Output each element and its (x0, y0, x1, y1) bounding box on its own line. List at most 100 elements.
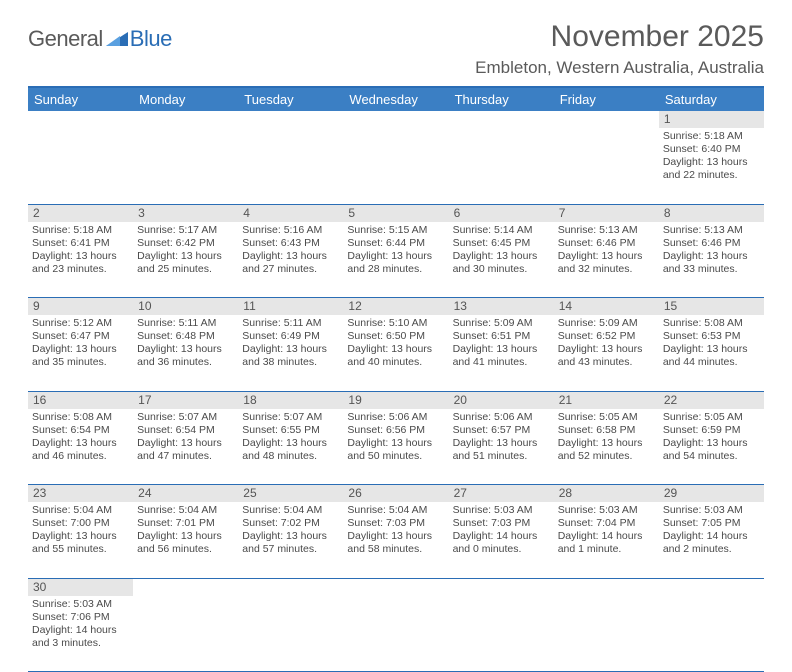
sunrise-line: Sunrise: 5:07 AM (242, 411, 339, 424)
daylight-line: Daylight: 13 hours (558, 250, 655, 263)
sunset-line: Sunset: 7:04 PM (558, 517, 655, 530)
day-number-cell: 8 (659, 204, 764, 222)
daylight-line: and 36 minutes. (137, 356, 234, 369)
day-number-cell (238, 578, 343, 596)
sunset-line: Sunset: 6:50 PM (347, 330, 444, 343)
day-number-cell: 7 (554, 204, 659, 222)
day-number-cell: 25 (238, 485, 343, 503)
day-cell: Sunrise: 5:08 AMSunset: 6:53 PMDaylight:… (659, 315, 764, 391)
sunrise-line: Sunrise: 5:09 AM (558, 317, 655, 330)
day-cell (659, 596, 764, 672)
day-cell: Sunrise: 5:11 AMSunset: 6:49 PMDaylight:… (238, 315, 343, 391)
sunrise-line: Sunrise: 5:16 AM (242, 224, 339, 237)
day-cell (449, 596, 554, 672)
daylight-line: Daylight: 13 hours (453, 343, 550, 356)
day-cell: Sunrise: 5:05 AMSunset: 6:59 PMDaylight:… (659, 409, 764, 485)
sunrise-line: Sunrise: 5:18 AM (663, 130, 760, 143)
sunset-line: Sunset: 6:58 PM (558, 424, 655, 437)
day-number-cell (133, 578, 238, 596)
title-block: November 2025 Embleton, Western Australi… (475, 20, 764, 78)
sunset-line: Sunset: 6:55 PM (242, 424, 339, 437)
daylight-line: Daylight: 13 hours (558, 343, 655, 356)
daylight-line: and 55 minutes. (32, 543, 129, 556)
day-number-cell (133, 111, 238, 128)
day-cell: Sunrise: 5:11 AMSunset: 6:48 PMDaylight:… (133, 315, 238, 391)
sunset-line: Sunset: 7:00 PM (32, 517, 129, 530)
brand-part1: General (28, 26, 103, 52)
day-number-cell: 2 (28, 204, 133, 222)
day-number-cell (343, 578, 448, 596)
day-cell: Sunrise: 5:03 AMSunset: 7:04 PMDaylight:… (554, 502, 659, 578)
daylight-line: Daylight: 13 hours (347, 343, 444, 356)
weekday-header: Saturday (659, 87, 764, 111)
week-row: Sunrise: 5:12 AMSunset: 6:47 PMDaylight:… (28, 315, 764, 391)
sunset-line: Sunset: 6:56 PM (347, 424, 444, 437)
sunset-line: Sunset: 6:43 PM (242, 237, 339, 250)
day-number-cell: 12 (343, 298, 448, 316)
sunrise-line: Sunrise: 5:04 AM (347, 504, 444, 517)
daylight-line: Daylight: 13 hours (242, 250, 339, 263)
week-row: Sunrise: 5:18 AMSunset: 6:41 PMDaylight:… (28, 222, 764, 298)
sunrise-line: Sunrise: 5:03 AM (453, 504, 550, 517)
day-number-cell: 20 (449, 391, 554, 409)
daylight-line: Daylight: 13 hours (242, 530, 339, 543)
calendar-table: Sunday Monday Tuesday Wednesday Thursday… (28, 86, 764, 672)
weekday-header: Monday (133, 87, 238, 111)
day-cell (343, 128, 448, 204)
daynum-row: 23242526272829 (28, 485, 764, 503)
brand-part2: Blue (130, 26, 172, 52)
daylight-line: Daylight: 13 hours (558, 437, 655, 450)
sunrise-line: Sunrise: 5:13 AM (663, 224, 760, 237)
week-row: Sunrise: 5:04 AM Sunset: 7:00 PM Daylight:… (28, 502, 764, 578)
daylight-line: and 1 minute. (558, 543, 655, 556)
day-number-cell (343, 111, 448, 128)
brand-logo: General Blue (28, 26, 172, 52)
daynum-row: 2345678 (28, 204, 764, 222)
sunset-line: Sunset: 6:46 PM (558, 237, 655, 250)
day-number-cell: 13 (449, 298, 554, 316)
weekday-header: Friday (554, 87, 659, 111)
week-row: Sunrise: 5:08 AMSunset: 6:54 PMDaylight:… (28, 409, 764, 485)
day-number-cell: 6 (449, 204, 554, 222)
daylight-line: Daylight: 13 hours (137, 343, 234, 356)
day-cell: Sunrise: 5:16 AMSunset: 6:43 PMDaylight:… (238, 222, 343, 298)
daylight-line: and 57 minutes. (242, 543, 339, 556)
daylight-line: Daylight: 13 hours (663, 156, 760, 169)
day-cell (554, 596, 659, 672)
daylight-line: and 43 minutes. (558, 356, 655, 369)
day-cell: Sunrise: 5:17 AMSunset: 6:42 PMDaylight:… (133, 222, 238, 298)
sunset-line: Sunset: 6:46 PM (663, 237, 760, 250)
sunset-line: Sunset: 6:48 PM (137, 330, 234, 343)
day-number-cell: 5 (343, 204, 448, 222)
daylight-line: and 22 minutes. (663, 169, 760, 182)
sunset-line: Sunset: 6:51 PM (453, 330, 550, 343)
day-cell: Sunrise: 5:07 AMSunset: 6:54 PMDaylight:… (133, 409, 238, 485)
day-number-cell (449, 111, 554, 128)
day-cell: Sunrise: 5:18 AMSunset: 6:40 PMDaylight:… (659, 128, 764, 204)
sunset-line: Sunset: 6:49 PM (242, 330, 339, 343)
sunrise-line: Sunrise: 5:17 AM (137, 224, 234, 237)
sunset-line: Sunset: 6:45 PM (453, 237, 550, 250)
sunset-line: Sunset: 6:59 PM (663, 424, 760, 437)
day-cell: Sunrise: 5:13 AMSunset: 6:46 PMDaylight:… (554, 222, 659, 298)
weekday-header: Tuesday (238, 87, 343, 111)
day-cell: Sunrise: 5:15 AMSunset: 6:44 PMDaylight:… (343, 222, 448, 298)
sunrise-line: Sunrise: 5:03 AM (663, 504, 760, 517)
sunset-line: Sunset: 6:40 PM (663, 143, 760, 156)
day-number-cell: 21 (554, 391, 659, 409)
day-number-cell: 26 (343, 485, 448, 503)
day-cell: Sunrise: 5:03 AMSunset: 7:05 PMDaylight:… (659, 502, 764, 578)
daylight-line: and 48 minutes. (242, 450, 339, 463)
sunset-line: Sunset: 6:54 PM (137, 424, 234, 437)
daylight-line: Daylight: 13 hours (137, 250, 234, 263)
daylight-line: Daylight: 13 hours (32, 250, 129, 263)
day-cell: Sunrise: 5:09 AMSunset: 6:52 PMDaylight:… (554, 315, 659, 391)
day-cell (343, 596, 448, 672)
daylight-line: and 30 minutes. (453, 263, 550, 276)
daylight-line: and 23 minutes. (32, 263, 129, 276)
daylight-line: Daylight: 13 hours (242, 437, 339, 450)
day-number-cell: 18 (238, 391, 343, 409)
daylight-line: and 52 minutes. (558, 450, 655, 463)
sunrise-line: Sunrise: 5:14 AM (453, 224, 550, 237)
daylight-line: and 47 minutes. (137, 450, 234, 463)
